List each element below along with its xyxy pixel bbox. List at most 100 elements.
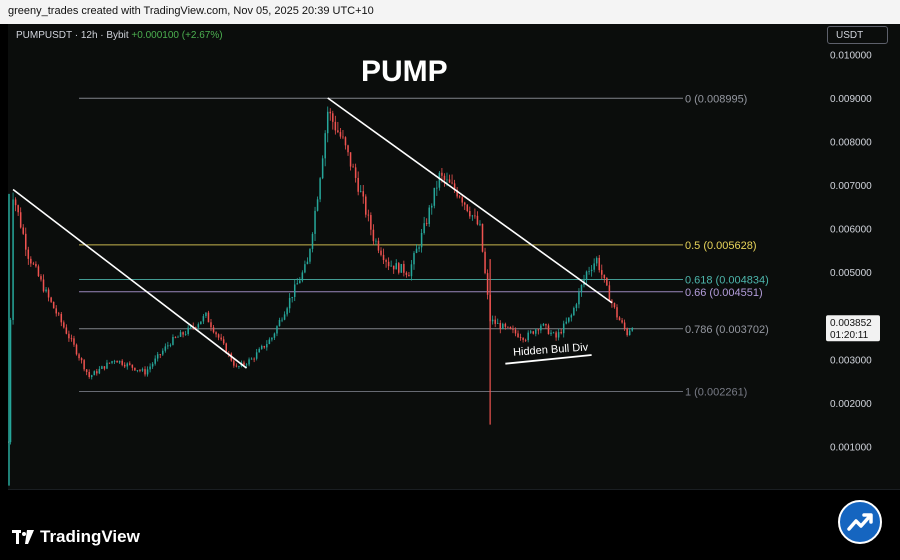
candle-body [126, 363, 129, 367]
candle-body [316, 199, 319, 211]
candle-body [22, 227, 24, 234]
symbol-name: PUMPUSDT · 12h · Bybit [16, 30, 129, 41]
candle-body [395, 263, 397, 270]
candle-body [40, 276, 42, 280]
candle-body [324, 133, 326, 159]
candle-body [555, 332, 557, 338]
candle-body [195, 327, 197, 329]
candle-body [271, 337, 273, 340]
chart-title: PUMP [361, 55, 448, 88]
candle-body [573, 307, 575, 316]
candle-body [169, 344, 172, 346]
candle-body [588, 271, 590, 272]
candle-body [266, 344, 268, 348]
candle-body [499, 322, 502, 329]
candle-body [428, 207, 430, 224]
candle-body [514, 329, 517, 334]
candle-body [162, 350, 164, 355]
price-chart[interactable]: 0 (0.008995) 0.5 (0.005628) 0.618 (0.00483… [8, 24, 900, 490]
y-tick-label: 0.009000 [830, 94, 872, 105]
candle-body [359, 191, 362, 192]
candle-body [342, 136, 344, 138]
candle-body [149, 366, 151, 370]
candle-body [603, 274, 606, 279]
candle-body [337, 130, 339, 133]
candle-body [217, 334, 220, 338]
candle-body [608, 285, 611, 301]
trending-icon [838, 500, 882, 544]
candle-body [30, 258, 32, 264]
candle-body [68, 333, 70, 339]
candle-body [45, 289, 47, 292]
candle-body [618, 317, 621, 321]
candle-body [344, 137, 347, 146]
candle-body [106, 362, 108, 369]
candle-body [616, 307, 618, 318]
candle-body [326, 111, 329, 134]
candle-body [448, 179, 451, 183]
candle-body [222, 339, 225, 344]
candle-body [423, 223, 425, 233]
y-tick-label: 0.003000 [830, 355, 872, 366]
candle-body [55, 308, 57, 314]
candle-body [529, 331, 532, 333]
candle-body [65, 327, 68, 334]
candle-body [352, 166, 354, 168]
candle-body [590, 269, 593, 272]
candle-body [319, 178, 321, 200]
tradingview-logo-icon [12, 530, 34, 544]
candle-body [19, 212, 22, 228]
candle-body [129, 363, 131, 365]
currency-selector[interactable]: USDT [827, 26, 888, 44]
candle-body [504, 323, 507, 327]
candle-body [436, 187, 438, 189]
y-tick-label: 0.005000 [830, 268, 872, 279]
candle-body [550, 332, 552, 335]
candle-body [329, 111, 332, 114]
candle-body [552, 332, 555, 334]
candle-body [357, 177, 359, 192]
candle-body [52, 301, 55, 309]
candle-body [35, 263, 37, 267]
y-tick-label: 0.006000 [830, 225, 872, 236]
candle-body [420, 232, 423, 248]
candle-body [309, 248, 311, 262]
candle-body [565, 321, 568, 324]
candle-body [519, 337, 522, 338]
candle-body [509, 326, 512, 329]
candle-body [255, 352, 258, 359]
candle-body [90, 375, 93, 377]
candle-body [575, 304, 578, 308]
candle-body [293, 284, 296, 297]
candle-body [296, 283, 299, 285]
candle-body [494, 319, 496, 324]
candle-body [403, 264, 405, 273]
candle-body [382, 254, 385, 261]
candle-body [527, 332, 529, 341]
candle-body [70, 338, 73, 340]
candle-body [57, 313, 60, 315]
fib-level-label: 0.5 (0.005628) [685, 240, 757, 252]
y-tick-label: 0.007000 [830, 181, 872, 192]
candle-body [131, 364, 134, 368]
candle-body [146, 369, 149, 375]
candle-body [535, 329, 537, 334]
candle-body [210, 322, 212, 328]
candle-body [314, 210, 316, 234]
candle-body [243, 362, 245, 365]
candle-body [75, 344, 78, 355]
chart-area[interactable]: 0 (0.008995) 0.5 (0.005628) 0.618 (0.00483… [8, 24, 900, 490]
candle-body [456, 189, 458, 197]
candle-body [408, 274, 410, 277]
candle-body [291, 296, 293, 299]
candle-body [93, 371, 96, 376]
candle-body [433, 187, 436, 206]
candle-body [96, 371, 98, 374]
header-caption: greeny_trades created with TradingView.c… [8, 5, 374, 17]
candle-body [545, 323, 547, 326]
candle-body [362, 191, 365, 197]
candle-body [471, 215, 474, 217]
candle-body [42, 279, 45, 292]
candle-body [151, 363, 154, 367]
candle-body [370, 215, 372, 230]
